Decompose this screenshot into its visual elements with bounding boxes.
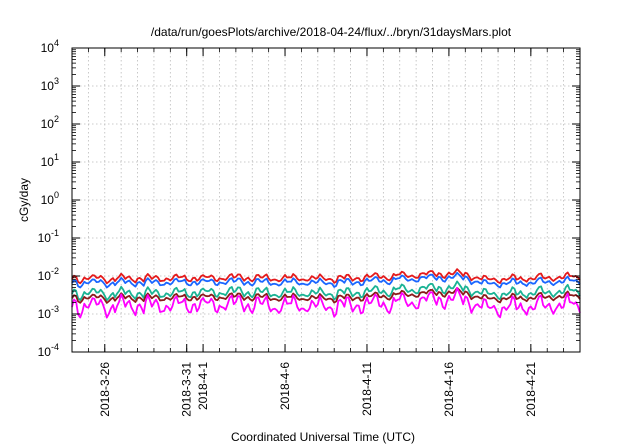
y-tick-label: 102	[41, 114, 59, 131]
y-axis-ticks: 104 103 102 101 100 10-1 10-2 10-3 10-4	[38, 38, 580, 359]
x-axis-label: Coordinated Universal Time (UTC)	[231, 430, 415, 444]
series-line	[71, 286, 581, 319]
y-axis-label: cGy/day	[17, 178, 31, 222]
series-line	[71, 286, 581, 304]
series-line	[71, 280, 581, 302]
x-tick-label: 2018-3-26	[98, 362, 112, 417]
y-tick-label: 10-1	[38, 228, 59, 245]
y-tick-label: 101	[41, 152, 59, 169]
y-tick-label: 10-4	[38, 342, 59, 359]
x-tick-label: 2018-4-16	[442, 362, 456, 417]
x-tick-label: 2018-4-11	[360, 362, 374, 416]
y-tick-label: 10-2	[38, 266, 59, 283]
y-tick-label: 104	[41, 38, 59, 55]
series-line	[71, 268, 581, 285]
y-tick-label: 10-3	[38, 304, 59, 321]
plot-series	[71, 268, 581, 319]
series-line	[71, 271, 581, 289]
x-tick-label: 2018-3-31	[180, 362, 194, 417]
x-tick-label: 2018-4-21	[524, 362, 538, 417]
x-tick-label: 2018-4-1	[196, 362, 210, 410]
x-axis-ticks: 2018-3-26 2018-3-31 2018-4-1 2018-4-6 2018-4…	[87, 48, 565, 417]
chart-title: /data/run/goesPlots/archive/2018-04-24/f…	[151, 25, 512, 39]
y-tick-label: 103	[41, 76, 59, 93]
x-tick-label: 2018-4-6	[278, 362, 292, 410]
y-tick-label: 100	[41, 190, 59, 207]
